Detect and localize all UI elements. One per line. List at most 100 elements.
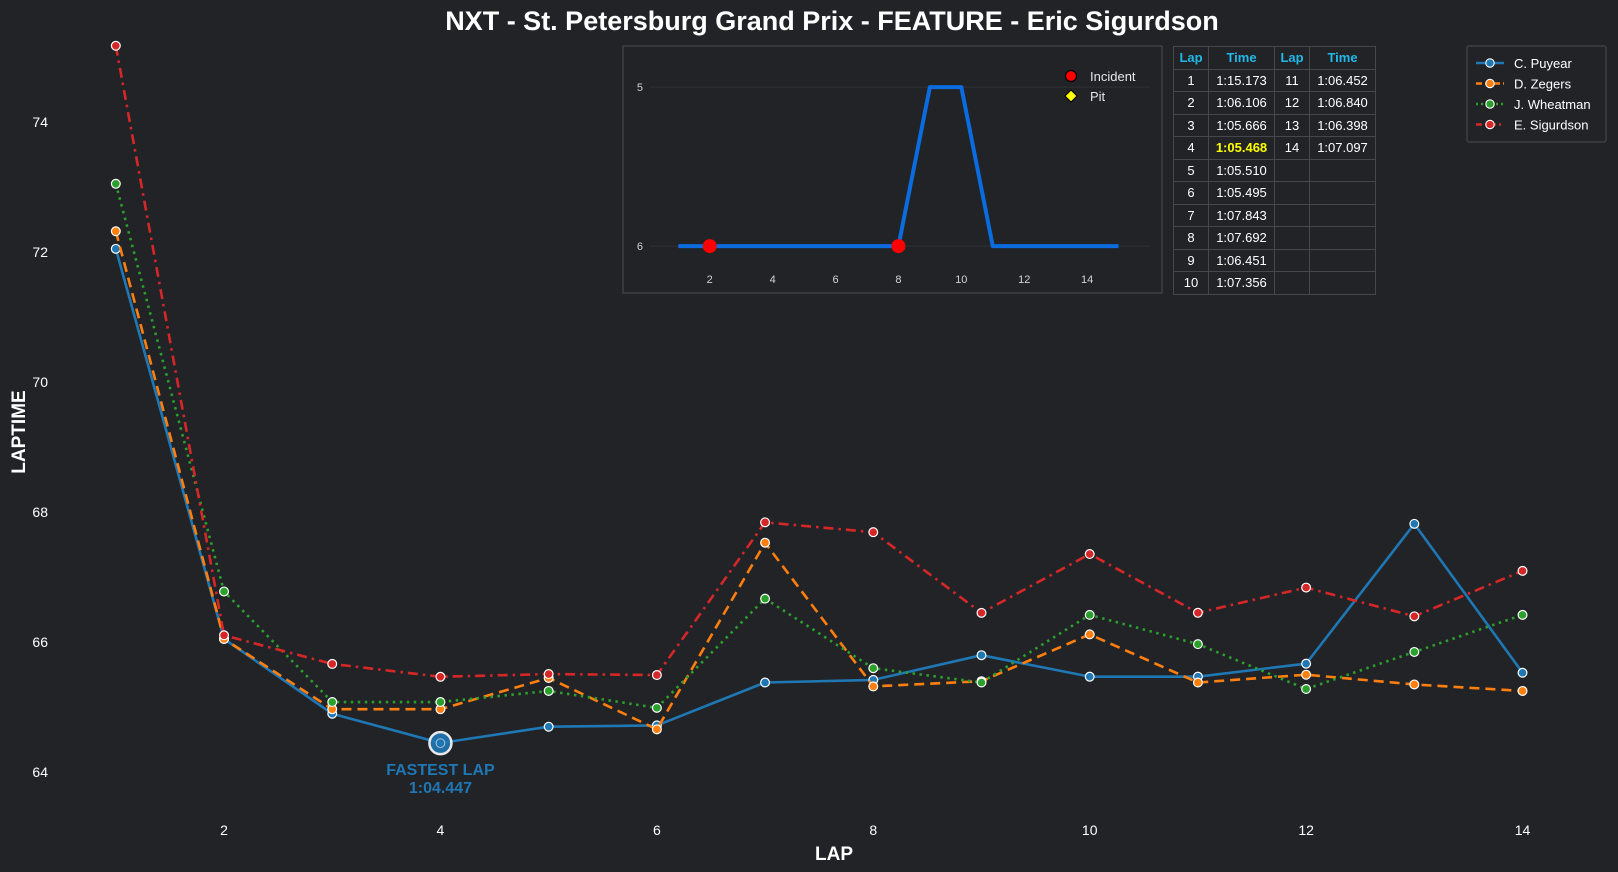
- table-row: 10 1:07.356: [1173, 271, 1376, 295]
- legend-marker-d-zegers: [1485, 78, 1495, 89]
- y-tick-label: 64: [32, 764, 48, 780]
- data-point-e-sigurdson: [868, 527, 879, 538]
- inset-x-tick-label: 2: [707, 274, 713, 286]
- x-tick-label: 10: [1082, 822, 1098, 838]
- y-tick-label: 68: [32, 504, 48, 520]
- incident-marker: [702, 239, 717, 254]
- data-point-j-wheatman: [327, 697, 338, 708]
- table-cell-lap1: 2: [1173, 91, 1209, 115]
- data-point-d-zegers: [1192, 677, 1203, 688]
- table-cell-time1: 1:05.495: [1208, 181, 1275, 205]
- table-cell-time2: 1:07.097: [1309, 136, 1376, 160]
- series-line-j-wheatman: [114, 183, 1523, 710]
- table-row: 1 1:15.173 11 1:06.452: [1173, 68, 1376, 92]
- inset-x-tick-label: 14: [1081, 274, 1093, 286]
- data-point-j-wheatman: [760, 593, 771, 604]
- data-point-j-wheatman: [976, 677, 987, 688]
- y-tick-label: 70: [32, 374, 48, 390]
- data-point-c-puyear: [1409, 518, 1420, 529]
- data-point-e-sigurdson: [435, 671, 446, 682]
- chart-title: NXT - St. Petersburg Grand Prix - FEATUR…: [445, 6, 1219, 36]
- data-point-c-puyear: [543, 721, 554, 732]
- table-cell-time1: 1:05.510: [1208, 158, 1275, 182]
- inset-x-tick-label: 8: [895, 274, 901, 286]
- data-point-j-wheatman: [1517, 609, 1528, 620]
- data-point-j-wheatman: [868, 663, 879, 674]
- table-header-time: Time: [1208, 46, 1275, 70]
- data-point-j-wheatman: [651, 702, 662, 713]
- data-point-e-sigurdson: [976, 607, 987, 618]
- legend-label-e-sigurdson: E. Sigurdson: [1514, 118, 1588, 133]
- table-cell-lap2: [1274, 181, 1310, 205]
- table-row: 6 1:05.495: [1173, 181, 1376, 205]
- legend-marker-e-sigurdson: [1485, 119, 1495, 130]
- data-point-j-wheatman: [219, 586, 230, 597]
- table-cell-lap2: 13: [1274, 113, 1310, 137]
- x-axis-label: LAP: [815, 844, 853, 865]
- x-tick-label: 2: [220, 822, 228, 838]
- legend-label-j-wheatman: J. Wheatman: [1514, 97, 1591, 112]
- table-cell-time2: [1309, 203, 1376, 227]
- incident-marker: [891, 239, 906, 254]
- table-cell-time1: 1:07.356: [1208, 271, 1275, 295]
- data-point-e-sigurdson: [327, 658, 338, 669]
- fastest-lap-annotation: FASTEST LAP 1:04.447: [386, 762, 495, 797]
- data-point-c-puyear: [760, 677, 771, 688]
- data-point-e-sigurdson: [110, 40, 121, 51]
- fastest-lap-label: FASTEST LAP: [386, 762, 495, 779]
- table-cell-time2: [1309, 181, 1376, 205]
- lap-times-table: Lap Time Lap Time 1 1:15.173 11 1:06.452 2 1:…: [1173, 46, 1376, 295]
- legend-frame: [1466, 45, 1607, 143]
- data-point-d-zegers: [1084, 629, 1095, 640]
- series-line-c-puyear: [114, 248, 1524, 745]
- inset-x-tick-label: 10: [955, 274, 967, 286]
- x-tick-label: 8: [869, 822, 877, 838]
- data-point-c-puyear: [1301, 658, 1312, 669]
- data-point-d-zegers: [1517, 685, 1528, 696]
- table-cell-lap1: 3: [1173, 113, 1209, 137]
- table-cell-lap2: 14: [1274, 136, 1310, 160]
- data-point-c-puyear: [1084, 671, 1095, 682]
- data-point-e-sigurdson: [1084, 549, 1095, 560]
- table-cell-time2: [1309, 158, 1376, 182]
- incident-legend-icon: [1064, 69, 1078, 83]
- data-point-e-sigurdson: [1192, 607, 1203, 618]
- table-cell-lap2: 12: [1274, 91, 1310, 115]
- table-cell-lap1: 1: [1173, 68, 1209, 92]
- table-cell-time2: [1309, 271, 1376, 295]
- y-axis-label: LAPTIME: [9, 390, 30, 473]
- table-cell-time1: 1:05.468: [1208, 136, 1275, 160]
- table-cell-time1: 1:07.692: [1208, 226, 1275, 250]
- table-cell-lap1: 8: [1173, 226, 1209, 250]
- data-point-c-puyear: [1517, 667, 1528, 678]
- table-cell-lap1: 10: [1173, 271, 1209, 295]
- inset-y-tick-label: 5: [637, 82, 643, 94]
- x-tick-label: 4: [437, 822, 445, 838]
- data-point-j-wheatman: [1192, 639, 1203, 650]
- table-row: 7 1:07.843: [1173, 203, 1376, 227]
- x-tick-label: 12: [1298, 822, 1314, 838]
- data-point-e-sigurdson: [1517, 565, 1528, 576]
- table-header-lap: Lap: [1173, 46, 1209, 70]
- table-cell-time1: 1:05.666: [1208, 113, 1275, 137]
- table-cell-lap2: [1274, 158, 1310, 182]
- table-cell-lap1: 6: [1173, 181, 1209, 205]
- table-row: 8 1:07.692: [1173, 226, 1376, 250]
- series-line-d-zegers: [114, 230, 1523, 731]
- data-point-d-zegers: [760, 537, 771, 548]
- table-cell-time2: 1:06.398: [1309, 113, 1376, 137]
- table-cell-lap2: [1274, 271, 1310, 295]
- data-point-j-wheatman: [110, 178, 121, 189]
- table-cell-time1: 1:06.451: [1208, 248, 1275, 272]
- data-point-e-sigurdson: [1301, 582, 1312, 593]
- data-point-e-sigurdson: [219, 630, 230, 641]
- table-cell-time1: 1:15.173: [1208, 68, 1275, 92]
- inset-x-tick-label: 6: [832, 274, 838, 286]
- fastest-lap-point: [435, 738, 446, 749]
- inset-x-tick-label: 12: [1018, 274, 1030, 286]
- data-point-d-zegers: [651, 724, 662, 735]
- table-cell-time1: 1:06.106: [1208, 91, 1275, 115]
- table-header-lap: Lap: [1274, 46, 1310, 70]
- table-cell-lap1: 5: [1173, 158, 1209, 182]
